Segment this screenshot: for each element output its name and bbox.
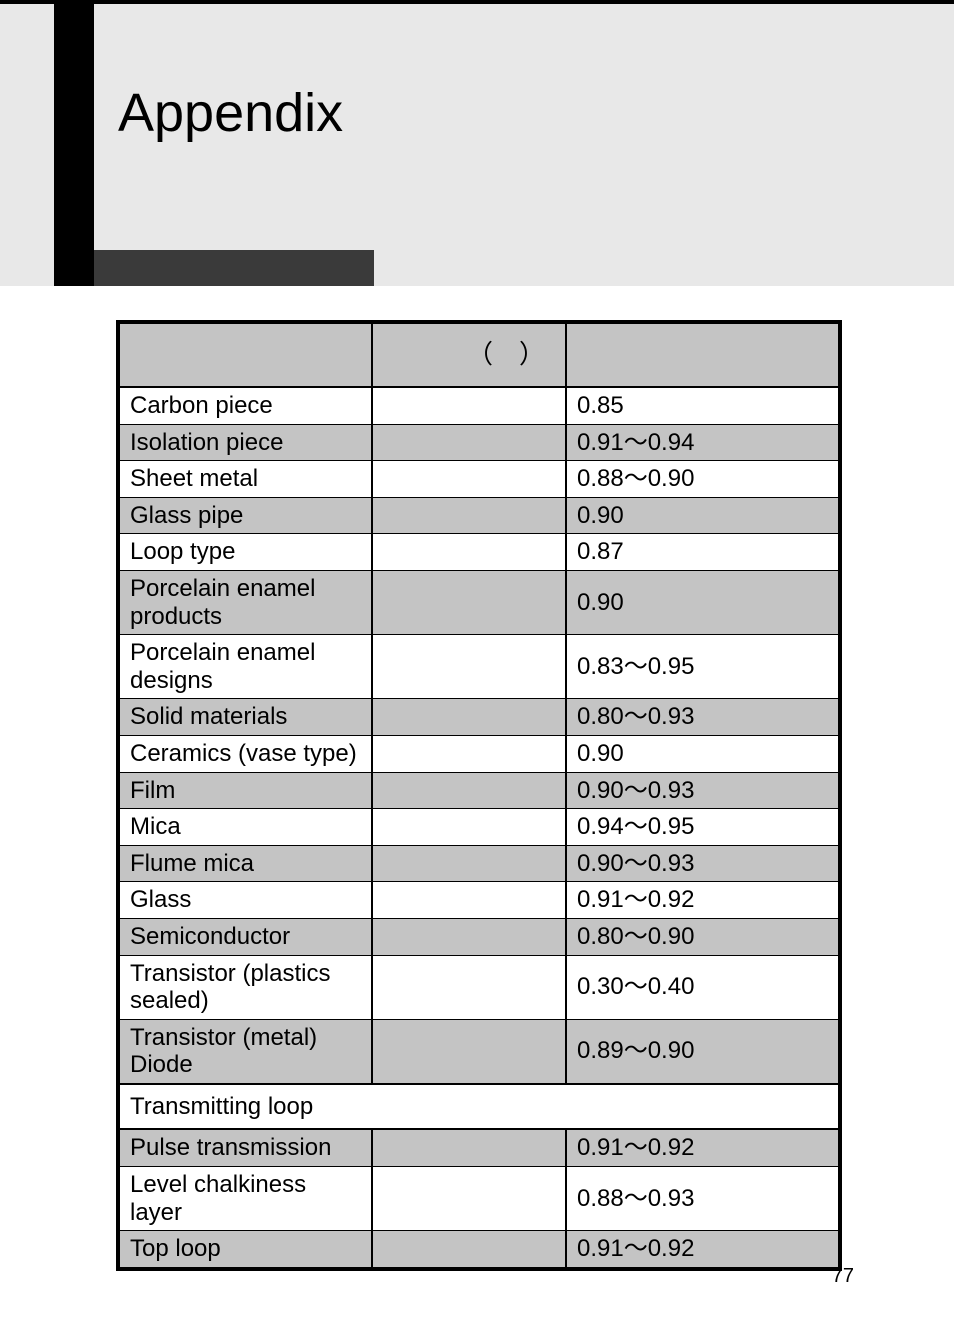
row-value: 0.91～0.92 [566,882,840,919]
row-mid [372,570,566,634]
table-row: Transistor (plastics sealed) 0.30～0.40 [118,955,840,1019]
row-value: 0.88～0.93 [566,1167,840,1231]
row-value: 0.80～0.93 [566,699,840,736]
row-mid [372,424,566,461]
row-label: Ceramics (vase type) [118,735,372,772]
table-row: Film 0.90～0.93 [118,772,840,809]
row-label: Transistor (plastics sealed) [118,955,372,1019]
header-col-1 [118,322,372,387]
table-row: Loop type 0.87 [118,534,840,571]
row-label: Isolation piece [118,424,372,461]
table-row: Semiconductor 0.80～0.90 [118,918,840,955]
row-mid [372,699,566,736]
table-header-row: （ ） [118,322,840,387]
section-label: Transmitting loop [118,1084,840,1130]
header-sub-block [94,250,374,286]
row-label: Mica [118,809,372,846]
header-band: Appendix [0,0,954,286]
row-mid [372,918,566,955]
row-mid [372,1019,566,1084]
row-mid [372,772,566,809]
table-row: Level chalkiness layer 0.88～0.93 [118,1167,840,1231]
table-row: Flume mica 0.90～0.93 [118,845,840,882]
row-value: 0.90～0.93 [566,845,840,882]
table-row: Top loop 0.91～0.92 [118,1231,840,1269]
header-left-block [54,4,94,286]
table-row: Porcelain enamel designs 0.83～0.95 [118,635,840,699]
row-value: 0.85 [566,387,840,424]
row-value: 0.91～0.94 [566,424,840,461]
table-row: Porcelain enamel products 0.90 [118,570,840,634]
row-mid [372,387,566,424]
table-row: Glass 0.91～0.92 [118,882,840,919]
row-label: Transistor (metal) Diode [118,1019,372,1084]
row-value: 0.90 [566,735,840,772]
row-mid [372,845,566,882]
row-mid [372,809,566,846]
table-row: Carbon piece 0.85 [118,387,840,424]
row-mid [372,461,566,498]
row-mid [372,882,566,919]
header-col-2-label: （ ） [467,339,545,369]
row-label: Sheet metal [118,461,372,498]
row-label: Carbon piece [118,387,372,424]
row-mid [372,497,566,534]
row-value: 0.30～0.40 [566,955,840,1019]
row-mid [372,735,566,772]
page-title: Appendix [118,82,343,144]
row-mid [372,955,566,1019]
row-value: 0.88～0.90 [566,461,840,498]
row-label: Pulse transmission [118,1129,372,1166]
row-mid [372,635,566,699]
row-label: Porcelain enamel products [118,570,372,634]
table-row: Glass pipe 0.90 [118,497,840,534]
row-value: 0.90～0.93 [566,772,840,809]
row-value: 0.90 [566,570,840,634]
row-mid [372,1231,566,1269]
row-value: 0.94～0.95 [566,809,840,846]
header-col-2: （ ） [372,322,566,387]
table-row: Pulse transmission 0.91～0.92 [118,1129,840,1166]
row-label: Film [118,772,372,809]
emissivity-table: （ ） Carbon piece 0.85 Isolation piece 0.91～… [116,320,838,1271]
row-label: Solid materials [118,699,372,736]
page-number: 77 [832,1265,854,1288]
row-value: 0.87 [566,534,840,571]
row-value: 0.80～0.90 [566,918,840,955]
table-row: Sheet metal 0.88～0.90 [118,461,840,498]
row-label: Glass [118,882,372,919]
row-label: Semiconductor [118,918,372,955]
row-label: Glass pipe [118,497,372,534]
table-row: Solid materials 0.80～0.93 [118,699,840,736]
row-value: 0.91～0.92 [566,1129,840,1166]
table: （ ） Carbon piece 0.85 Isolation piece 0.91～… [116,320,842,1271]
page: Appendix （ ） Carbon piece0.85Isolation p… [0,0,954,1336]
row-value: 0.83～0.95 [566,635,840,699]
table-row: Transistor (metal) Diode 0.89～0.90 [118,1019,840,1084]
section-row: Transmitting loop [118,1084,840,1130]
row-value: 0.91～0.92 [566,1231,840,1269]
header-col-3 [566,322,840,387]
row-value: 0.90 [566,497,840,534]
table-row: Ceramics (vase type) 0.90 [118,735,840,772]
row-label: Flume mica [118,845,372,882]
row-mid [372,1129,566,1166]
row-label: Loop type [118,534,372,571]
row-value: 0.89～0.90 [566,1019,840,1084]
table-row: Mica 0.94～0.95 [118,809,840,846]
row-label: Porcelain enamel designs [118,635,372,699]
row-mid [372,1167,566,1231]
row-label: Top loop [118,1231,372,1269]
row-mid [372,534,566,571]
row-label: Level chalkiness layer [118,1167,372,1231]
table-row: Isolation piece 0.91～0.94 [118,424,840,461]
